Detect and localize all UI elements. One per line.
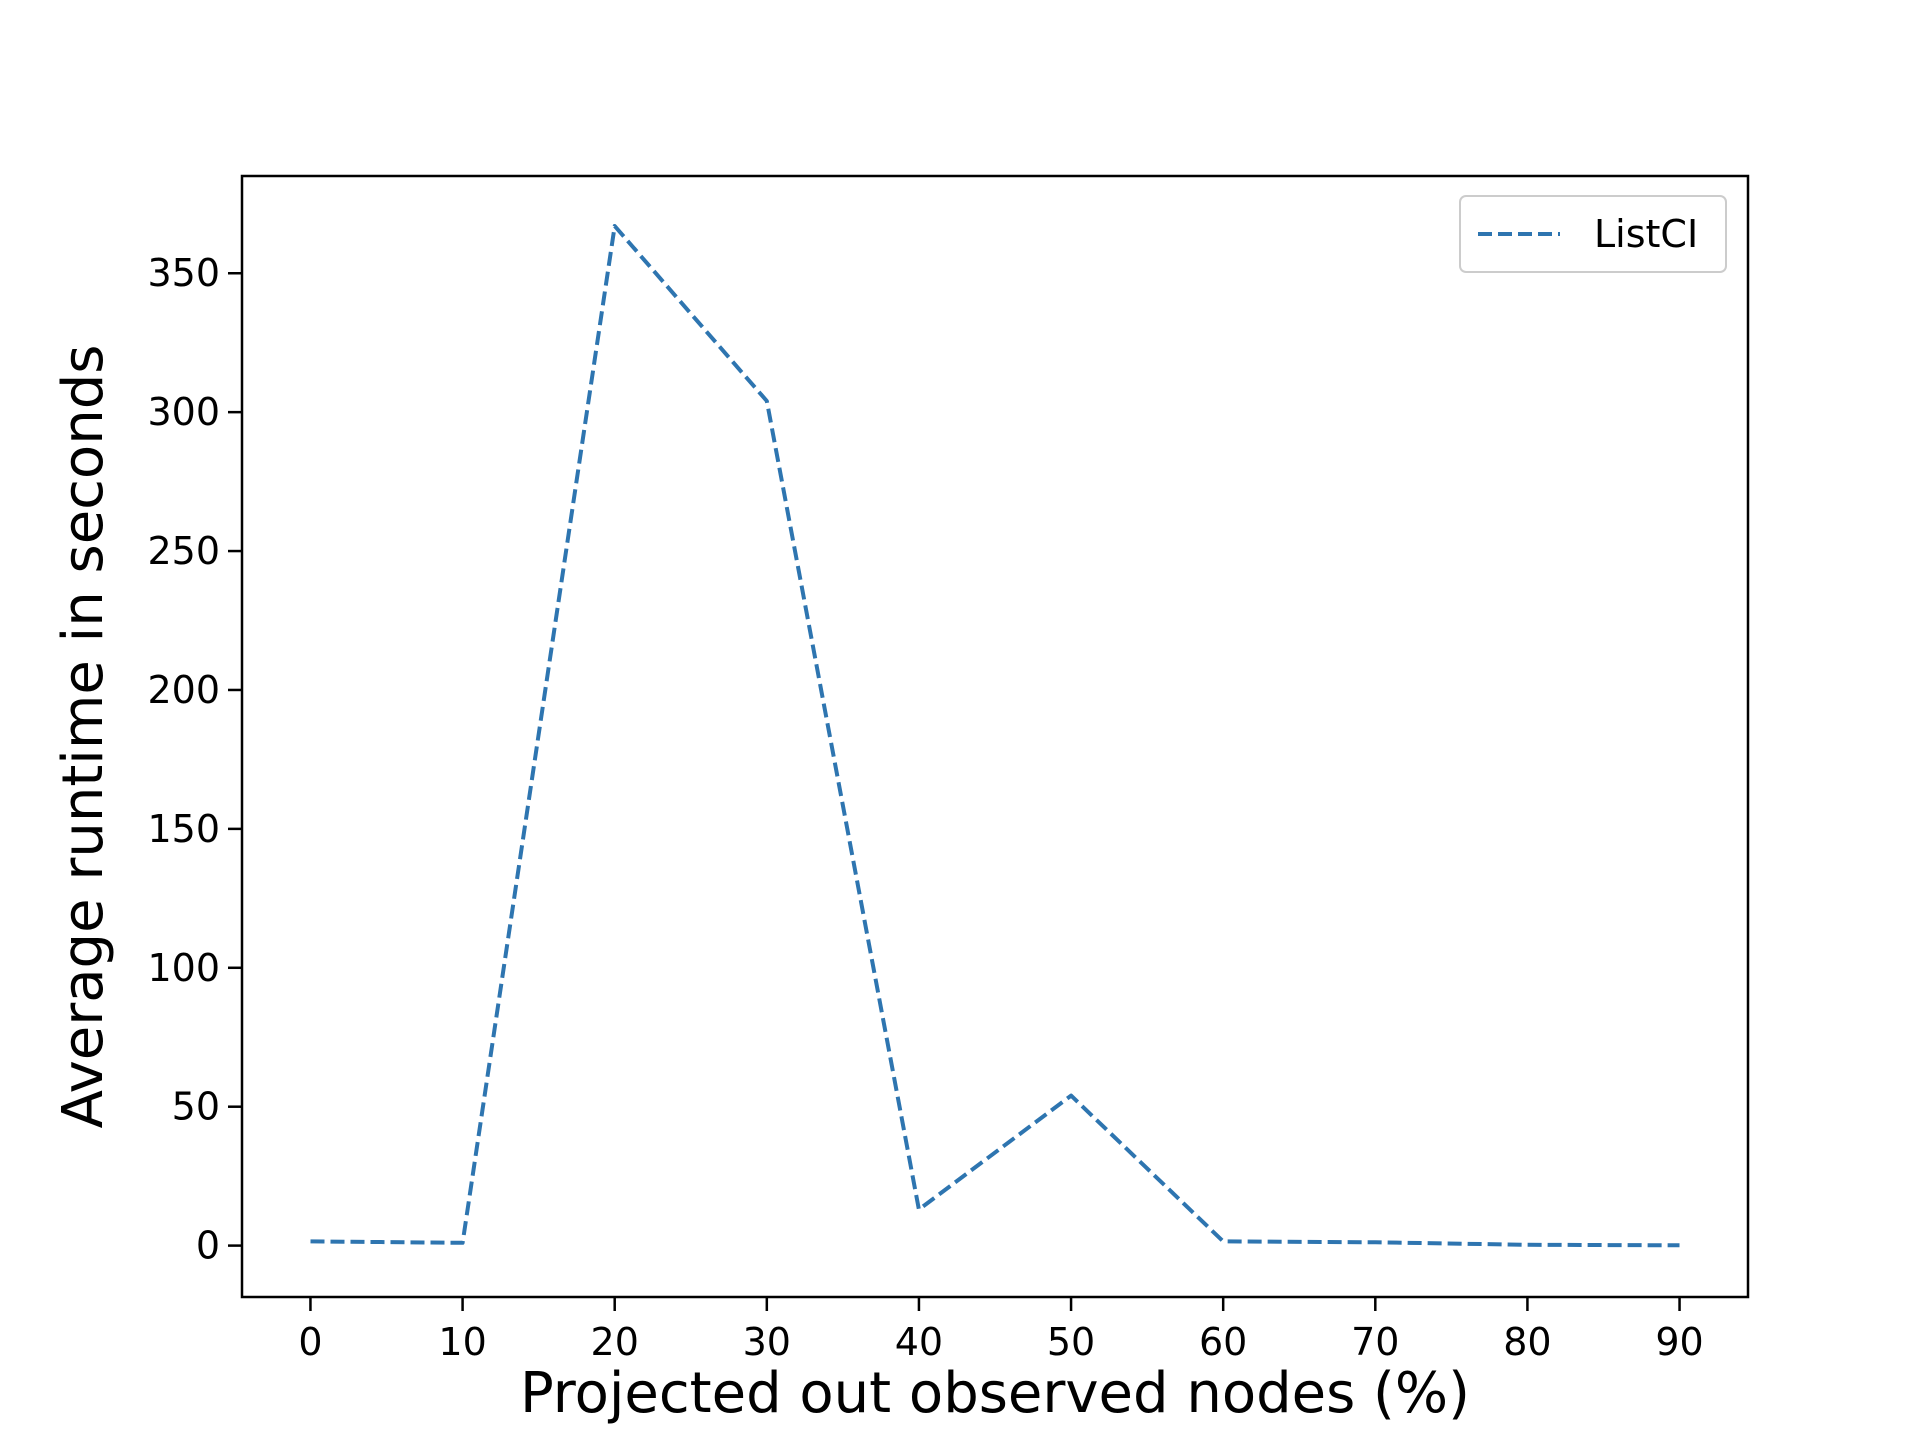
plot-layer — [310, 224, 1680, 1248]
legend-label-listci: ListCI — [1594, 212, 1698, 256]
x-tick-label: 30 — [743, 1320, 791, 1364]
series-line-listci — [310, 224, 1680, 1248]
y-tick-label: 250 — [147, 529, 220, 573]
y-tick-label: 200 — [147, 668, 220, 712]
y-tick-label: 300 — [147, 390, 220, 434]
y-tick-label: 0 — [196, 1224, 220, 1268]
y-tick-label: 350 — [147, 251, 220, 295]
x-tick-label: 90 — [1655, 1320, 1703, 1364]
x-axis-title: Projected out observed nodes (%) — [520, 1361, 1470, 1426]
plot-frame — [240, 174, 1750, 1299]
x-tick-label: 10 — [438, 1320, 486, 1364]
x-tick-label: 50 — [1047, 1320, 1095, 1364]
y-tick-label: 150 — [147, 807, 220, 851]
x-tick-label: 20 — [591, 1320, 639, 1364]
y-tick-label: 100 — [147, 946, 220, 990]
y-axis-title: Average runtime in seconds — [51, 345, 116, 1129]
legend: ListCI — [1459, 195, 1727, 273]
x-tick-label: 0 — [298, 1320, 322, 1364]
x-tick-label: 80 — [1503, 1320, 1551, 1364]
x-tick-label: 60 — [1199, 1320, 1247, 1364]
x-tick-label: 40 — [895, 1320, 943, 1364]
legend-box — [1459, 195, 1727, 273]
x-axis: 0 10 20 30 40 50 60 70 80 90 — [298, 1297, 1704, 1364]
x-tick-label: 70 — [1351, 1320, 1399, 1364]
y-tick-label: 50 — [172, 1085, 220, 1129]
y-axis: 0 50 100 150 200 250 300 350 — [147, 251, 242, 1268]
